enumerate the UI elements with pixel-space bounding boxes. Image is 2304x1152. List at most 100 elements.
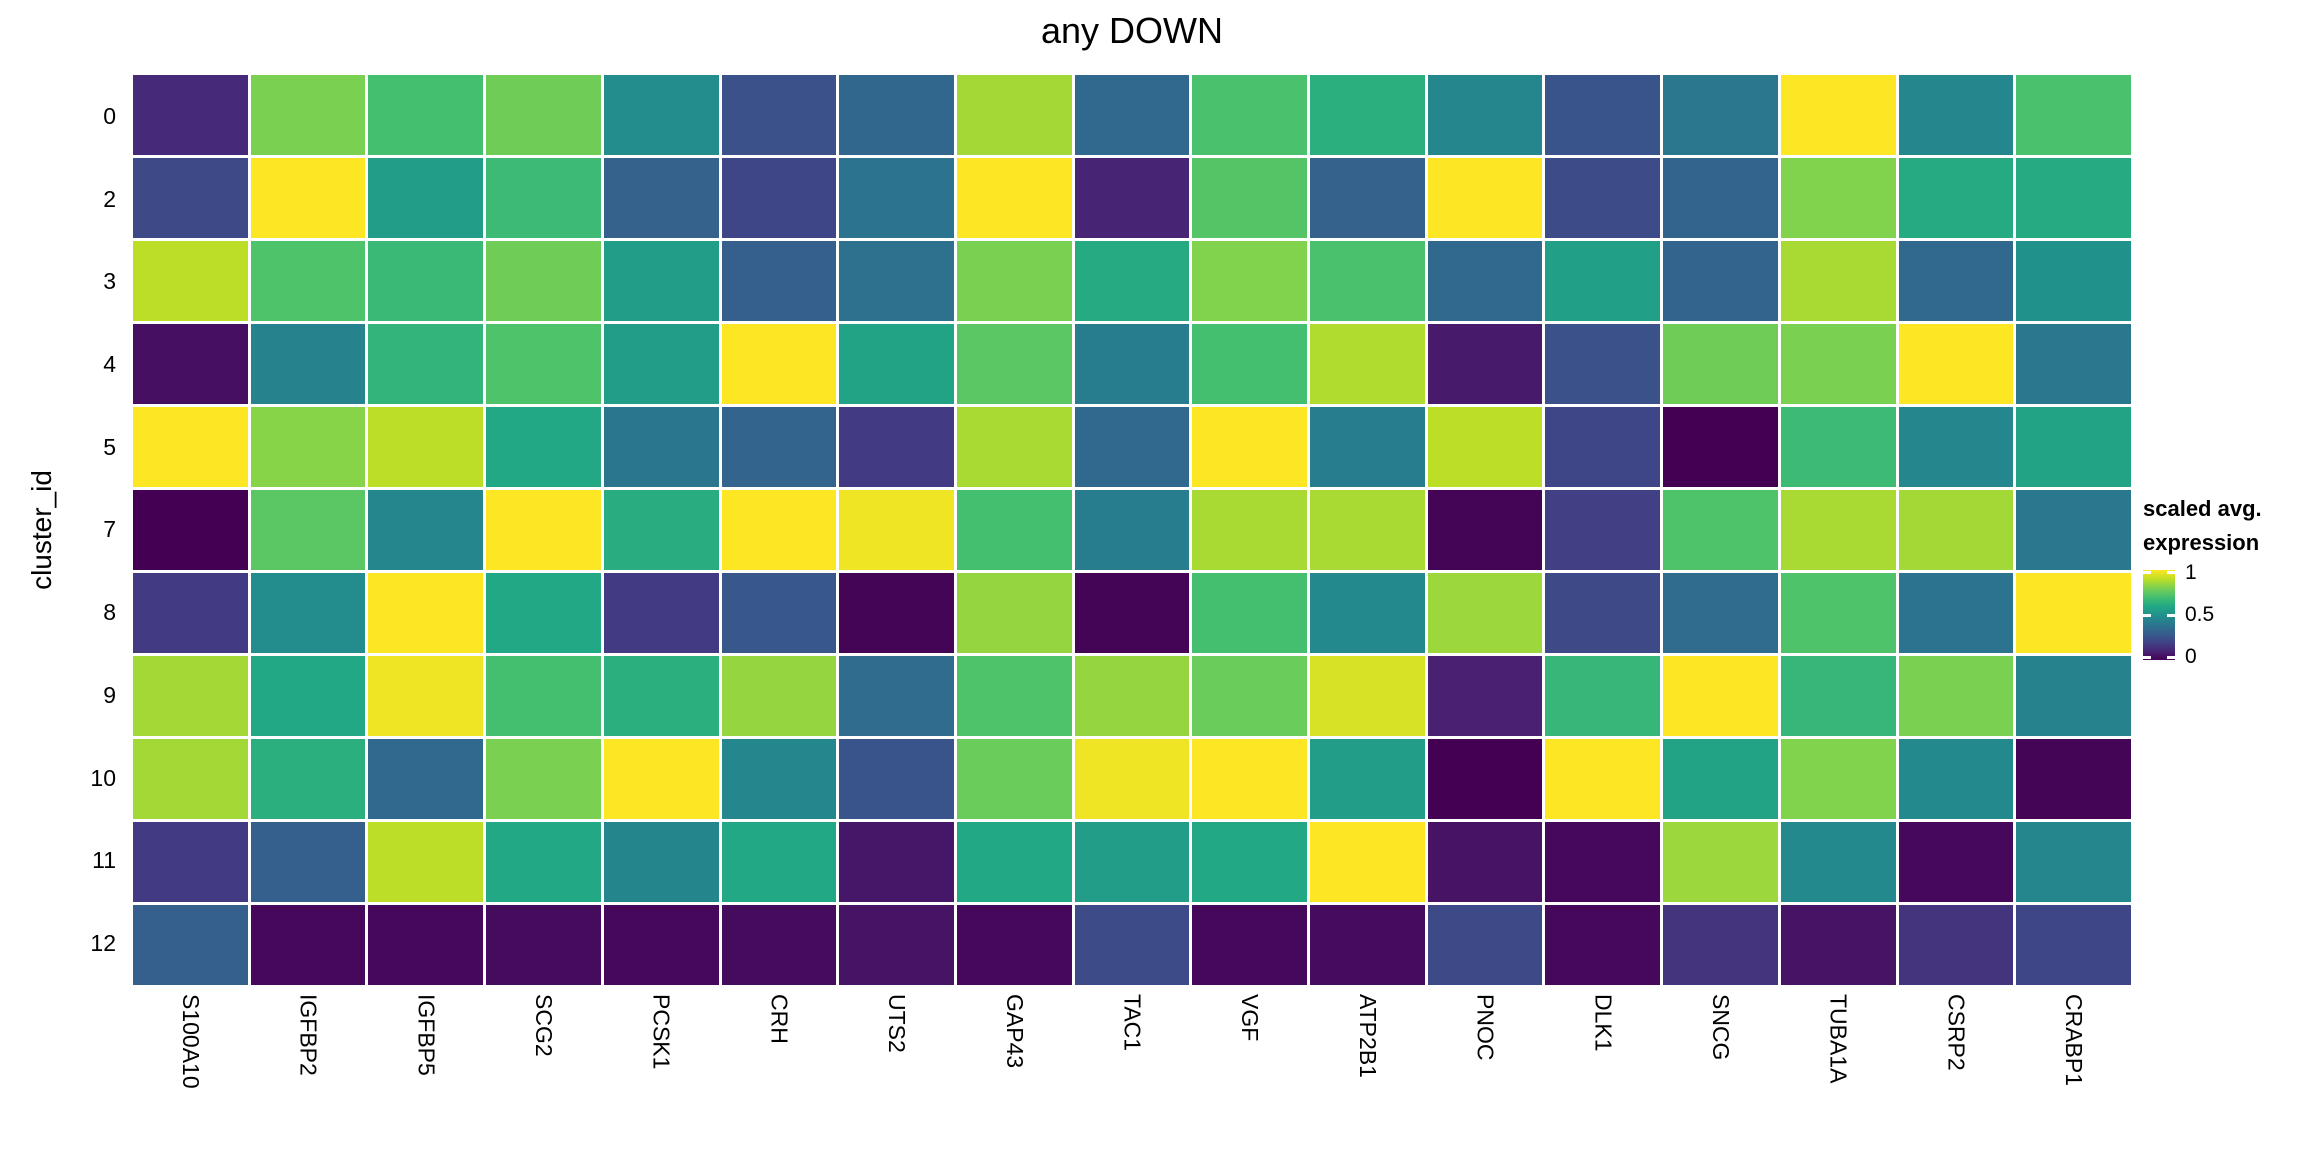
x-tick-label: IGFBP5 xyxy=(413,994,440,1076)
x-tick-label: TAC1 xyxy=(1119,994,1146,1052)
heatmap-cell xyxy=(1663,407,1778,487)
heatmap-cell xyxy=(1074,656,1190,736)
heatmap-cell xyxy=(1663,905,1778,985)
heatmap-cell xyxy=(2016,490,2131,570)
heatmap-cell xyxy=(1074,241,1190,321)
heatmap-cell xyxy=(839,573,954,653)
legend-tick-mark xyxy=(2143,571,2151,575)
heatmap-cell xyxy=(1427,573,1543,653)
heatmap-cell xyxy=(368,75,484,155)
heatmap-cell xyxy=(1074,324,1190,404)
heatmap-cell xyxy=(956,905,1072,985)
heatmap-cell xyxy=(1545,158,1661,238)
y-axis-tick-labels: 0 2 3 4 5 7 8 9 10 11 12 xyxy=(0,75,116,985)
heatmap-cell xyxy=(1663,241,1778,321)
heatmap-cell xyxy=(1898,75,2014,155)
heatmap-cell xyxy=(603,75,719,155)
heatmap-cell xyxy=(2016,573,2131,653)
heatmap-cell xyxy=(1545,573,1661,653)
heatmap-cell xyxy=(1898,739,2014,819)
heatmap-grid xyxy=(133,75,2131,985)
heatmap-cell xyxy=(250,490,366,570)
heatmap-cell xyxy=(1427,324,1543,404)
heatmap-cell xyxy=(603,905,719,985)
heatmap-cell xyxy=(1192,656,1308,736)
heatmap-cell xyxy=(956,241,1072,321)
heatmap-cell xyxy=(133,656,248,736)
heatmap-cell xyxy=(721,822,837,902)
heatmap-cell xyxy=(956,656,1072,736)
heatmap-cell xyxy=(603,822,719,902)
heatmap-cell xyxy=(1427,739,1543,819)
heatmap-cell xyxy=(1780,241,1896,321)
heatmap-cell xyxy=(250,905,366,985)
heatmap-cell xyxy=(1310,739,1425,819)
heatmap-cell xyxy=(250,407,366,487)
heatmap-cell xyxy=(956,739,1072,819)
heatmap-cell xyxy=(721,490,837,570)
heatmap-cell xyxy=(1663,490,1778,570)
heatmap-cell xyxy=(603,739,719,819)
heatmap-cell xyxy=(486,241,601,321)
y-tick-label: 2 xyxy=(103,185,116,212)
heatmap-cell xyxy=(1074,905,1190,985)
heatmap-cell xyxy=(1192,241,1308,321)
heatmap-cell xyxy=(603,656,719,736)
heatmap-cell xyxy=(1898,158,2014,238)
heatmap-cell xyxy=(1898,241,2014,321)
x-tick-label: VGF xyxy=(1237,994,1264,1042)
legend-title-line1: scaled avg. xyxy=(2143,496,2262,521)
heatmap-cell xyxy=(133,241,248,321)
heatmap-cell xyxy=(250,158,366,238)
heatmap-cell xyxy=(486,158,601,238)
heatmap-cell xyxy=(486,490,601,570)
heatmap-cell xyxy=(839,75,954,155)
heatmap-cell xyxy=(1898,407,2014,487)
heatmap-cell xyxy=(1898,490,2014,570)
heatmap-cell xyxy=(368,656,484,736)
heatmap-cell xyxy=(721,407,837,487)
heatmap-cell xyxy=(1780,490,1896,570)
y-tick-label: 11 xyxy=(92,847,116,874)
heatmap-cell xyxy=(1545,822,1661,902)
heatmap-cell xyxy=(1663,739,1778,819)
heatmap-cell xyxy=(721,656,837,736)
x-tick-label: CRH xyxy=(766,994,793,1044)
x-tick-label: SCG2 xyxy=(530,994,557,1057)
heatmap-cell xyxy=(1310,822,1425,902)
y-tick-label: 5 xyxy=(103,433,116,460)
heatmap-cell xyxy=(1427,656,1543,736)
x-tick-label: UTS2 xyxy=(884,994,911,1053)
heatmap-cell xyxy=(1427,158,1543,238)
heatmap-cell xyxy=(368,324,484,404)
heatmap-cell xyxy=(2016,241,2131,321)
heatmap-cell xyxy=(839,905,954,985)
heatmap-cell xyxy=(486,324,601,404)
heatmap-cell xyxy=(1310,324,1425,404)
heatmap-cell xyxy=(1310,241,1425,321)
heatmap-cell xyxy=(956,324,1072,404)
heatmap-cell xyxy=(250,656,366,736)
heatmap-cell xyxy=(486,822,601,902)
heatmap-cell xyxy=(133,573,248,653)
x-tick-label: ATP2B1 xyxy=(1354,994,1381,1078)
x-tick-label: CSRP2 xyxy=(1943,994,1970,1071)
legend-tick-mark xyxy=(2167,655,2175,659)
heatmap-cell xyxy=(839,241,954,321)
heatmap-cell xyxy=(1898,324,2014,404)
heatmap-cell xyxy=(1898,905,2014,985)
heatmap-cell xyxy=(250,241,366,321)
heatmap-cell xyxy=(2016,158,2131,238)
heatmap-cell xyxy=(2016,324,2131,404)
heatmap-cell xyxy=(1074,407,1190,487)
chart-title: any DOWN xyxy=(1040,10,1224,51)
heatmap-cell xyxy=(1192,158,1308,238)
heatmap-cell xyxy=(1192,573,1308,653)
heatmap-cell xyxy=(1780,75,1896,155)
heatmap-cell xyxy=(956,75,1072,155)
heatmap-cell xyxy=(603,407,719,487)
heatmap-cell xyxy=(839,490,954,570)
heatmap-cell xyxy=(1545,905,1661,985)
heatmap-cell xyxy=(839,324,954,404)
legend-title-line2: expression xyxy=(2143,530,2260,555)
